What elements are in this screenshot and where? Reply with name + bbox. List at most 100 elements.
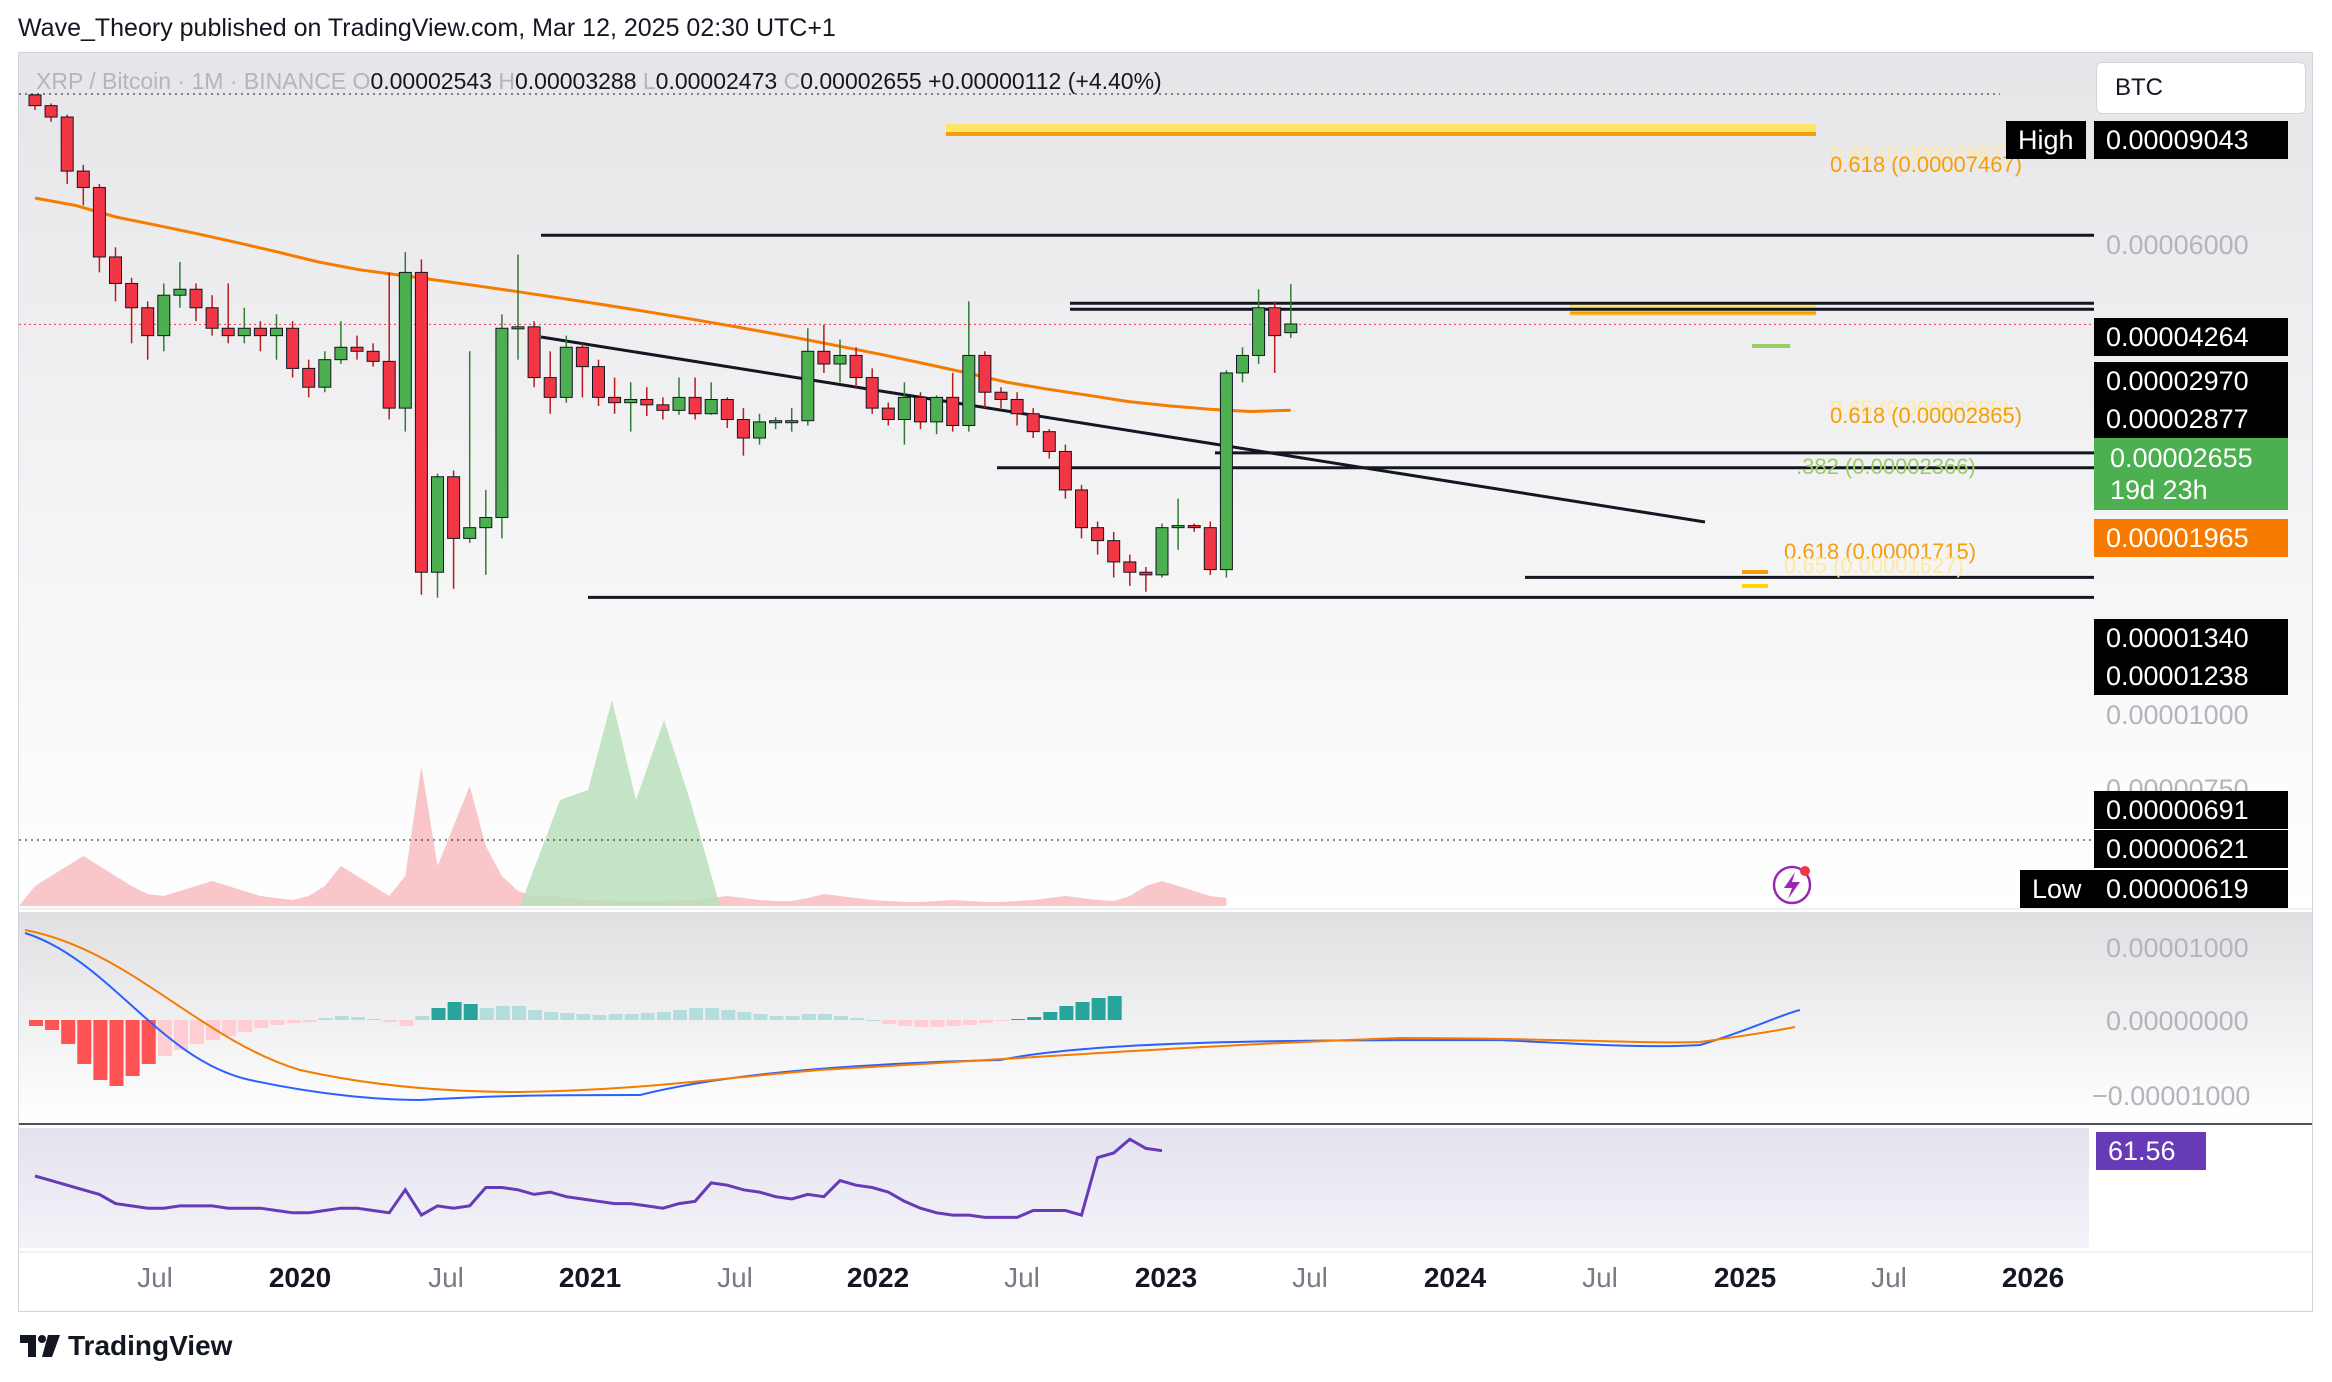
- macd-histogram-bar: [334, 1016, 349, 1020]
- macd-line: [24, 932, 1801, 1102]
- macd-histogram-bar: [705, 1008, 720, 1020]
- candle-body: [736, 419, 750, 439]
- candle: [640, 387, 654, 417]
- currency-selector[interactable]: BTC: [2096, 62, 2306, 114]
- candle-body: [1107, 540, 1121, 563]
- candle-body: [785, 420, 799, 424]
- candle: [173, 261, 187, 308]
- candle-body: [286, 327, 300, 369]
- candlesticks: [28, 94, 1298, 598]
- candle: [1058, 444, 1072, 499]
- macd-histogram-bar: [157, 1020, 172, 1056]
- candle-body: [769, 420, 783, 424]
- candle: [543, 351, 557, 414]
- rsi-value-label: 61.56: [2096, 1132, 2206, 1170]
- macd-histogram-bar: [512, 1006, 526, 1020]
- low-price-label: 0.00000619: [2094, 870, 2288, 908]
- publish-attribution: Wave_Theory published on TradingView.com…: [18, 14, 836, 42]
- close-label: C: [783, 68, 801, 94]
- candle-body: [849, 354, 863, 379]
- macd-histogram-bar: [463, 1004, 478, 1020]
- symbol-name[interactable]: XRP / Bitcoin · 1M · BINANCE: [36, 68, 347, 94]
- candle: [608, 377, 622, 414]
- candle: [688, 377, 702, 420]
- candle-body: [398, 271, 412, 409]
- macd-histogram-bar: [930, 1020, 945, 1027]
- macd-histogram-bar: [1059, 1006, 1074, 1020]
- macd-histogram-bar: [1075, 1002, 1090, 1020]
- macd-histogram-bar: [270, 1020, 285, 1025]
- macd-histogram-bar: [689, 1008, 704, 1020]
- candle: [205, 295, 219, 336]
- level-label-1340: 0.00001340: [2094, 619, 2288, 657]
- current-price-label: 0.00002655 19d 23h: [2094, 438, 2288, 510]
- candle: [769, 417, 783, 430]
- macd-histogram-bar: [431, 1008, 446, 1020]
- symbol-ohlc-bar: XRP / Bitcoin · 1M · BINANCE O0.00002543…: [36, 68, 1162, 95]
- macd-histogram-bar: [29, 1020, 43, 1026]
- candle-body: [189, 288, 203, 309]
- price-tick-1000: 0.00001000: [2106, 700, 2249, 730]
- x-tick-2020: 2020: [268, 1262, 332, 1293]
- macd-histogram-bar: [898, 1020, 913, 1026]
- candle-body: [575, 346, 589, 368]
- candle: [930, 395, 944, 435]
- candle-body: [60, 116, 74, 172]
- lightning-icon[interactable]: [1772, 865, 1812, 905]
- candle: [382, 272, 396, 420]
- candle-body: [479, 516, 493, 529]
- candle-body: [1010, 398, 1024, 415]
- candle-body: [801, 350, 815, 422]
- candle: [785, 408, 799, 432]
- candle-body: [28, 94, 42, 107]
- candle: [624, 382, 638, 432]
- candle: [28, 94, 42, 111]
- candle-body: [253, 327, 267, 337]
- candle-body: [930, 396, 944, 423]
- candle-body: [205, 307, 219, 329]
- candle: [1123, 554, 1137, 586]
- level-label-691: 0.00000691: [2094, 791, 2288, 829]
- macd-histogram-bar: [834, 1016, 848, 1020]
- candle-body: [237, 327, 251, 337]
- x-tick-2025: 2025: [1713, 1262, 1777, 1293]
- x-tick-jul-2023: Jul: [1292, 1262, 1328, 1293]
- candle: [962, 301, 976, 432]
- fib-label-low-ghost: 0.65 (0.00001627): [1784, 553, 1964, 578]
- macd-histogram-bar: [141, 1020, 156, 1064]
- tradingview-logo[interactable]: TradingView: [20, 1330, 232, 1362]
- x-tick-2026: 2026: [2001, 1262, 2065, 1293]
- candle: [1252, 289, 1266, 364]
- candle: [575, 343, 589, 398]
- candle-body: [414, 271, 428, 573]
- macd-histogram-bar: [866, 1020, 881, 1021]
- volume-area: [19, 700, 1227, 906]
- candle: [414, 259, 428, 595]
- candle: [221, 283, 235, 344]
- rsi-pane-bg: [19, 1128, 2089, 1248]
- candle: [479, 489, 493, 575]
- candle-body: [366, 350, 380, 362]
- candle: [1219, 370, 1233, 578]
- candle-body: [334, 346, 348, 361]
- close-value: 0.00002655: [800, 68, 922, 94]
- candle: [76, 164, 90, 206]
- candle: [286, 321, 300, 378]
- macd-histogram-bar: [528, 1010, 543, 1020]
- macd-histogram-bar: [206, 1020, 221, 1040]
- macd-histogram-bar: [318, 1018, 333, 1020]
- x-tick-jul-2025: Jul: [1871, 1262, 1907, 1293]
- candle-body: [1155, 527, 1169, 576]
- candle: [1010, 392, 1024, 426]
- macd-histogram-bar: [544, 1012, 559, 1020]
- candle: [1107, 531, 1121, 578]
- candle-body: [656, 404, 670, 411]
- x-tick-2024: 2024: [1423, 1262, 1487, 1293]
- candle-body: [1123, 561, 1137, 573]
- candle-body: [350, 346, 364, 352]
- macd-histogram-bar: [769, 1016, 784, 1020]
- macd-histogram-bar: [592, 1015, 607, 1020]
- candle: [1236, 347, 1249, 383]
- x-tick-2022: 2022: [846, 1262, 910, 1293]
